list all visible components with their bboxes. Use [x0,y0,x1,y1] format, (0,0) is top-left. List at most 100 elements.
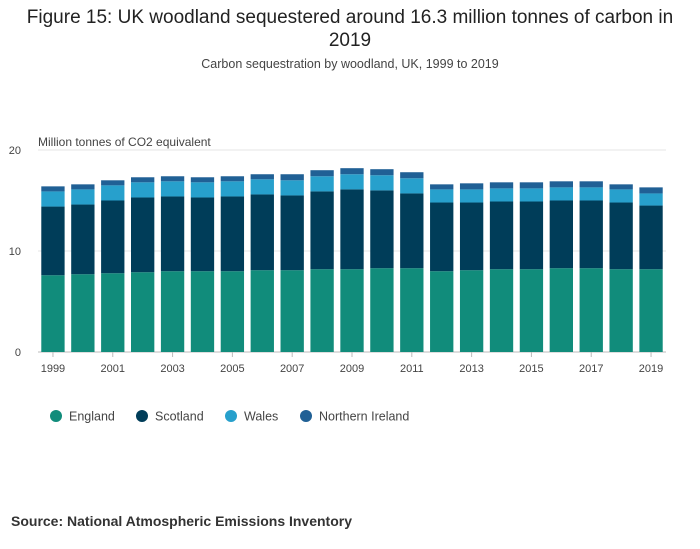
bar-northern-ireland-2002 [131,177,155,183]
legend: England Scotland Wales Northern Ireland [50,410,409,424]
bar-wales-2015 [519,188,544,202]
bar-wales-2014 [489,188,514,202]
legend-label-northern-ireland: Northern Ireland [319,410,409,424]
bar-northern-ireland-2009 [340,168,364,175]
bar-northern-ireland-2012 [430,184,454,190]
legend-swatch-scotland [136,410,148,422]
x-tick-label: 2011 [400,363,424,375]
bar-england-2009 [340,269,364,352]
bar-northern-ireland-2004 [190,177,215,183]
x-tick-label: 2019 [639,363,663,375]
legend-label-england: England [69,410,115,424]
bar-scotland-2017 [579,200,603,269]
y-axis-label: Million tonnes of CO2 equivalent [38,135,211,149]
bar-wales-2011 [400,178,424,194]
bar-scotland-2008 [310,191,334,270]
bar-wales-2004 [190,182,215,198]
bar-northern-ireland-2011 [400,172,424,179]
bar-england-2001 [101,273,125,352]
x-tick-label: 2013 [459,363,483,375]
bar-wales-2019 [639,193,663,206]
bar-wales-2002 [131,182,155,198]
bar-wales-2009 [340,174,364,190]
bar-england-2007 [280,270,304,352]
bars [41,168,663,352]
x-tick-label: 2015 [519,363,543,375]
legend-swatch-northern-ireland [300,410,312,422]
bar-scotland-2006 [250,194,274,271]
bar-northern-ireland-2006 [250,174,274,180]
bar-wales-2018 [609,189,633,203]
stacked-bar-chart: 0 10 20 Million tonnes of CO2 equivalent 199… [9,135,666,424]
bar-england-2004 [190,271,215,352]
bar-northern-ireland-2010 [370,169,394,176]
x-tick-label: 2003 [160,363,184,375]
bar-scotland-2011 [400,193,424,269]
bar-northern-ireland-2000 [71,184,95,190]
legend-swatch-wales [225,410,237,422]
bar-northern-ireland-2014 [489,182,514,189]
bar-northern-ireland-2001 [101,180,125,186]
bar-wales-2001 [101,185,125,201]
legend-label-wales: Wales [244,410,278,424]
chart-title: Figure 15: UK woodland sequestered aroun… [26,7,674,51]
bar-scotland-2019 [639,205,663,270]
bar-northern-ireland-2005 [220,176,245,182]
bar-england-2018 [609,269,633,352]
bar-scotland-2018 [609,202,633,270]
y-tick-label: 0 [15,347,21,359]
bar-northern-ireland-2015 [519,182,544,189]
x-tick-label: 2001 [101,363,125,375]
bar-england-2015 [519,269,544,352]
x-tick-label: 2009 [340,363,364,375]
bar-scotland-2012 [430,202,454,272]
legend-swatch-england [50,410,62,422]
bar-england-2014 [489,269,514,352]
x-tick-label: 2017 [579,363,603,375]
source-note: Source: National Atmospheric Emissions I… [11,513,353,529]
bar-wales-2017 [579,187,603,201]
y-tick-label: 20 [9,145,21,157]
bar-scotland-2005 [220,196,245,272]
bar-england-2011 [400,268,424,352]
bar-northern-ireland-2007 [280,174,304,181]
legend-label-scotland: Scotland [155,410,204,424]
bar-scotland-2016 [549,200,573,269]
x-tick-label: 1999 [41,363,65,375]
x-tick-label: 2005 [220,363,244,375]
bar-wales-2005 [220,181,245,197]
bar-scotland-2001 [101,200,125,274]
bar-wales-2006 [250,179,274,195]
axes: 0 10 20 Million tonnes of CO2 equivalent 199… [9,135,664,375]
bar-england-2002 [131,272,155,352]
bar-wales-2008 [310,176,334,192]
bar-northern-ireland-2016 [549,181,573,188]
bar-wales-2016 [549,187,573,201]
bar-northern-ireland-2003 [160,176,185,182]
x-tick-label: 2007 [280,363,304,375]
bar-northern-ireland-2018 [609,184,633,190]
bar-england-2008 [310,269,334,352]
bar-england-2016 [549,268,573,352]
bar-england-2005 [220,271,245,352]
y-tick-label: 10 [9,246,21,258]
bar-scotland-2000 [71,204,95,275]
bar-scotland-2014 [489,201,514,270]
bar-england-2000 [71,274,95,352]
bar-wales-1999 [41,191,65,207]
bar-scotland-2010 [370,190,394,269]
bar-northern-ireland-2013 [459,183,484,190]
bar-wales-2000 [71,189,95,205]
bar-wales-2007 [280,180,304,196]
bar-england-2019 [639,269,663,352]
bar-scotland-2002 [131,197,155,273]
bar-scotland-2004 [190,197,215,272]
bar-england-1999 [41,275,65,352]
chart-subtitle: Carbon sequestration by woodland, UK, 19… [201,57,499,71]
bar-northern-ireland-2019 [639,187,663,194]
bar-england-2010 [370,268,394,352]
bar-scotland-1999 [41,206,65,276]
bar-scotland-2015 [519,201,544,270]
bar-england-2017 [579,268,603,352]
bar-scotland-2007 [280,195,304,271]
